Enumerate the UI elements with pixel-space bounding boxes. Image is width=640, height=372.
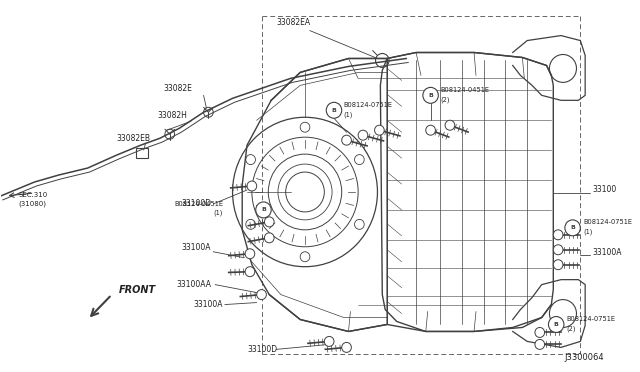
Text: 33082E: 33082E [163,84,192,93]
Circle shape [256,202,271,218]
Text: (1): (1) [214,210,223,216]
Text: B: B [554,322,559,327]
Circle shape [342,342,351,352]
Circle shape [245,249,255,259]
Circle shape [565,220,580,236]
Circle shape [358,130,368,140]
Circle shape [554,260,563,270]
Text: J3300064: J3300064 [565,353,605,362]
Text: 33082EA: 33082EA [276,18,310,27]
Circle shape [445,120,455,130]
Circle shape [426,125,435,135]
Text: (2): (2) [567,325,576,332]
Text: B: B [332,108,337,113]
Circle shape [554,245,563,255]
Text: B08124-0751E: B08124-0751E [344,102,393,108]
Circle shape [423,87,438,103]
Text: 33100: 33100 [592,186,616,195]
Text: 33082EB: 33082EB [116,134,150,143]
Text: 33082H: 33082H [157,111,187,120]
Circle shape [326,102,342,118]
Text: 33100A: 33100A [193,300,223,309]
Text: 33100D: 33100D [247,345,277,354]
Text: 33100D: 33100D [181,199,211,208]
Text: (2): (2) [440,96,450,103]
Bar [136,148,148,158]
Text: (1): (1) [583,228,593,235]
Circle shape [548,317,564,333]
Circle shape [554,230,563,240]
Text: (1): (1) [344,111,353,118]
Circle shape [374,125,384,135]
Circle shape [342,135,351,145]
Text: FRONT: FRONT [118,285,156,295]
Text: B08124-0451E: B08124-0451E [174,201,223,207]
Circle shape [264,217,274,227]
Circle shape [535,339,545,349]
Circle shape [535,327,545,337]
Text: B: B [261,208,266,212]
Text: B08124-0751E: B08124-0751E [583,219,632,225]
Circle shape [257,290,266,299]
Text: (31080): (31080) [18,201,46,207]
Text: 33100A: 33100A [592,248,621,257]
Text: B: B [570,225,575,230]
Text: B08124-0451E: B08124-0451E [440,87,489,93]
Text: B: B [428,93,433,98]
Circle shape [264,233,274,243]
Circle shape [247,181,257,191]
Text: 33100AA: 33100AA [176,280,211,289]
Circle shape [324,336,334,346]
Text: B08124-0751E: B08124-0751E [567,315,616,321]
Circle shape [245,267,255,277]
Text: 33100A: 33100A [182,243,211,252]
Text: SEC.310: SEC.310 [18,192,47,198]
